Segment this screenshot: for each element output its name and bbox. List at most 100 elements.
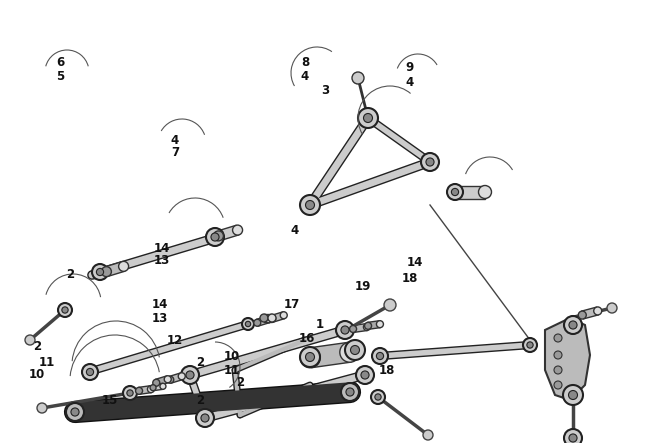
Text: 1: 1 [316, 319, 324, 331]
Polygon shape [581, 307, 599, 319]
Circle shape [150, 385, 156, 391]
Text: 7: 7 [171, 145, 179, 159]
Circle shape [569, 434, 577, 442]
Polygon shape [256, 316, 270, 326]
Circle shape [300, 195, 320, 215]
Circle shape [206, 228, 224, 246]
Circle shape [564, 316, 582, 334]
Circle shape [376, 352, 384, 360]
Text: 4: 4 [171, 133, 179, 147]
Circle shape [37, 403, 47, 413]
Circle shape [478, 186, 491, 198]
Polygon shape [153, 383, 163, 391]
Circle shape [365, 323, 372, 329]
Circle shape [352, 72, 364, 84]
Circle shape [384, 299, 396, 311]
Text: 5: 5 [56, 70, 64, 82]
Circle shape [563, 385, 583, 405]
Circle shape [421, 153, 439, 171]
Circle shape [336, 321, 354, 339]
Text: 13: 13 [152, 311, 168, 325]
Circle shape [300, 348, 320, 368]
Circle shape [254, 319, 261, 326]
Circle shape [426, 158, 434, 166]
Circle shape [607, 303, 617, 313]
Text: 14: 14 [152, 299, 168, 311]
Circle shape [71, 408, 79, 416]
Circle shape [371, 390, 385, 404]
Circle shape [62, 307, 68, 313]
Circle shape [361, 371, 369, 379]
Polygon shape [455, 186, 485, 198]
Text: 9: 9 [406, 61, 414, 74]
Circle shape [86, 369, 94, 376]
Circle shape [341, 326, 349, 334]
Circle shape [213, 231, 224, 241]
Text: 3: 3 [321, 83, 329, 97]
Text: 2: 2 [196, 355, 204, 369]
Text: 13: 13 [154, 254, 170, 268]
Circle shape [423, 430, 433, 440]
Circle shape [350, 326, 357, 333]
Circle shape [356, 366, 374, 384]
Text: 12: 12 [167, 334, 183, 346]
Circle shape [578, 311, 586, 319]
Circle shape [564, 429, 582, 443]
Circle shape [345, 340, 365, 360]
Circle shape [280, 312, 287, 319]
Text: 2: 2 [33, 341, 41, 354]
Circle shape [167, 376, 174, 383]
Circle shape [268, 315, 276, 322]
Circle shape [136, 387, 142, 394]
Text: 15: 15 [102, 393, 118, 407]
Circle shape [569, 390, 577, 400]
Circle shape [242, 318, 254, 330]
Text: 4: 4 [406, 75, 414, 89]
Circle shape [375, 394, 381, 400]
Text: 11: 11 [224, 364, 240, 377]
Circle shape [527, 342, 533, 348]
Circle shape [82, 364, 98, 380]
Polygon shape [105, 261, 125, 276]
Circle shape [245, 321, 251, 326]
Circle shape [554, 381, 562, 389]
Text: 14: 14 [154, 241, 170, 254]
Circle shape [306, 201, 315, 210]
Circle shape [96, 268, 103, 276]
Circle shape [268, 314, 276, 322]
Circle shape [358, 108, 378, 128]
Circle shape [66, 403, 84, 421]
Polygon shape [309, 342, 351, 368]
Polygon shape [545, 318, 590, 400]
Circle shape [265, 316, 272, 323]
Polygon shape [352, 323, 367, 332]
Circle shape [554, 351, 562, 359]
Polygon shape [155, 376, 169, 386]
Circle shape [447, 184, 463, 200]
Circle shape [341, 383, 359, 401]
Circle shape [186, 371, 194, 379]
Polygon shape [367, 321, 380, 329]
Circle shape [350, 346, 359, 354]
Circle shape [164, 376, 171, 383]
Circle shape [211, 233, 219, 241]
Circle shape [306, 353, 315, 361]
Circle shape [25, 335, 35, 345]
Circle shape [372, 348, 388, 364]
Circle shape [118, 261, 129, 272]
Text: 10: 10 [224, 350, 240, 364]
Text: 18: 18 [402, 272, 418, 284]
Circle shape [127, 390, 133, 396]
Circle shape [123, 386, 137, 400]
Circle shape [346, 388, 354, 396]
Text: 19: 19 [355, 280, 371, 294]
Circle shape [92, 264, 108, 280]
Circle shape [260, 314, 268, 322]
Circle shape [523, 338, 537, 352]
Circle shape [554, 334, 562, 342]
Circle shape [300, 347, 320, 367]
Circle shape [181, 366, 199, 384]
Circle shape [448, 186, 461, 198]
Circle shape [148, 386, 155, 392]
Text: 14: 14 [407, 256, 423, 269]
